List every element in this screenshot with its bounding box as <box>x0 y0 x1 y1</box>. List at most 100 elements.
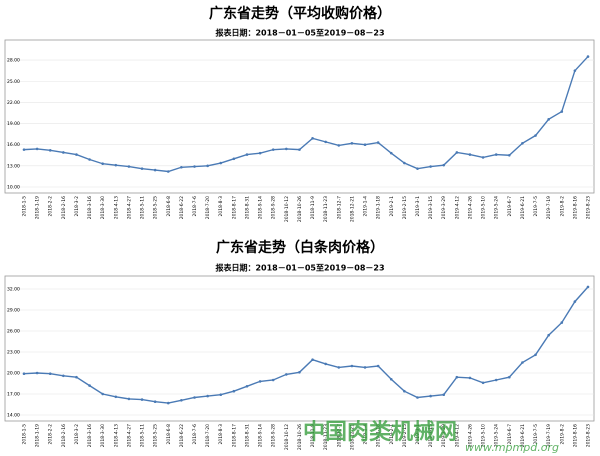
x-tick-label: 2019-5-24 <box>494 196 500 219</box>
x-tick-label: 2018-7-20 <box>205 424 211 447</box>
data-point <box>140 167 144 170</box>
x-tick-label: 2019-2-1 <box>389 196 395 217</box>
x-tick-label: 2018-11-9 <box>310 196 316 219</box>
data-point <box>298 148 301 151</box>
x-tick-label: 2018-4-13 <box>113 424 119 447</box>
data-point <box>508 153 511 157</box>
x-tick-label: 2018-3-30 <box>100 424 106 447</box>
x-tick-label: 2018-6-22 <box>179 424 185 447</box>
data-point <box>232 157 236 161</box>
data-point <box>363 143 367 146</box>
x-tick-label: 2018-2-16 <box>61 424 67 447</box>
data-point <box>324 362 327 366</box>
x-tick-label: 2018-6-8 <box>166 424 172 445</box>
y-tick-label: 16.00 <box>7 142 20 148</box>
data-point <box>206 164 209 168</box>
x-tick-label: 2018-8-17 <box>231 196 237 219</box>
x-tick-label: 2018-4-13 <box>113 196 119 219</box>
x-tick-label: 2018-4-27 <box>126 196 132 219</box>
data-point <box>481 381 485 385</box>
x-tick-label: 2018-3-16 <box>87 424 93 447</box>
x-tick-label: 2018-5-11 <box>140 196 146 219</box>
x-tick-label: 2018-1-19 <box>35 424 41 447</box>
chart-title: 广东省走势（平均收购价格） <box>209 5 391 22</box>
data-point <box>114 395 118 399</box>
x-tick-label: 2018-10-26 <box>297 424 303 450</box>
x-tick-label: 2019-1-4 <box>363 196 369 217</box>
data-point <box>75 375 78 379</box>
data-point <box>573 300 577 303</box>
data-point <box>127 165 131 168</box>
x-tick-label: 2018-8-31 <box>244 196 250 219</box>
y-tick-label: 10.00 <box>7 185 20 191</box>
data-point <box>547 333 550 337</box>
chart-subtitle: 报表日期：2018－01－05至2019－08－23 <box>215 28 384 38</box>
x-tick-label: 2018-6-22 <box>179 196 185 219</box>
data-point <box>180 399 183 402</box>
x-tick-label: 2018-2-16 <box>61 196 67 219</box>
chart-title: 广东省走势（白条肉价格） <box>216 239 384 256</box>
plot-frame <box>4 39 595 194</box>
data-point <box>468 153 472 156</box>
data-point <box>521 141 524 145</box>
data-point <box>88 158 91 161</box>
data-point <box>140 398 144 401</box>
x-tick-label: 2018-1-19 <box>35 196 41 219</box>
data-point <box>101 162 104 166</box>
x-tick-label: 2018-8-31 <box>244 424 250 447</box>
x-tick-label: 2018-8-3 <box>218 424 224 445</box>
x-tick-label: 2019-1-18 <box>376 196 382 219</box>
chart-subtitle: 报表日期：2018－01－05至2019－08－23 <box>215 263 384 273</box>
x-tick-label: 2018-9-28 <box>271 424 277 447</box>
data-point <box>521 361 524 364</box>
y-tick-label: 13.00 <box>7 163 20 169</box>
x-tick-label: 2018-5-11 <box>140 424 146 447</box>
data-point <box>166 170 170 173</box>
data-point <box>258 151 262 155</box>
data-point <box>206 394 209 398</box>
x-tick-label: 2018-9-14 <box>258 196 264 219</box>
x-tick-label: 2019-2-15 <box>402 424 408 447</box>
data-point <box>534 134 537 137</box>
x-tick-label: 2018-2-2 <box>48 424 54 445</box>
data-point <box>508 375 511 379</box>
x-tick-label: 2019-6-7 <box>507 424 513 445</box>
series-line <box>23 286 589 404</box>
x-tick-label: 2018-7-6 <box>192 196 198 217</box>
x-tick-label: 2019-5-24 <box>494 424 500 447</box>
data-point <box>389 378 393 381</box>
data-point <box>376 364 380 368</box>
y-tick-label: 25.00 <box>7 79 20 85</box>
y-tick-label: 29.00 <box>7 308 20 314</box>
x-tick-label: 2018-5-25 <box>153 424 159 447</box>
x-tick-label: 2018-11-9 <box>310 424 316 447</box>
x-tick-label: 2018-5-25 <box>153 196 159 219</box>
data-point <box>101 392 104 396</box>
data-point <box>271 378 275 382</box>
x-tick-label: 2019-8-23 <box>586 424 592 447</box>
data-point <box>311 137 314 140</box>
data-point <box>258 380 262 383</box>
x-tick-label: 2019-8-16 <box>572 196 578 219</box>
data-point <box>586 285 590 289</box>
data-point <box>534 353 537 357</box>
x-tick-label: 2019-4-12 <box>454 424 460 447</box>
x-tick-label: 2019-8-16 <box>572 424 578 447</box>
data-point <box>455 151 459 154</box>
x-tick-label: 2019-7-19 <box>546 424 552 447</box>
x-tick-label: 2019-6-21 <box>520 424 526 447</box>
x-tick-label: 2019-8-2 <box>559 424 565 445</box>
data-point <box>245 385 249 388</box>
data-point <box>219 393 223 397</box>
data-point <box>494 153 498 156</box>
data-point <box>35 147 39 151</box>
watermark-url: www.mpmpd.org <box>465 441 559 454</box>
data-point <box>468 376 472 380</box>
data-point <box>48 372 52 376</box>
data-point <box>22 372 26 376</box>
data-point <box>311 358 314 362</box>
data-point <box>350 364 354 368</box>
data-point <box>193 396 196 399</box>
x-tick-label: 2018-10-12 <box>284 196 290 222</box>
y-tick-label: 22.00 <box>7 100 20 106</box>
